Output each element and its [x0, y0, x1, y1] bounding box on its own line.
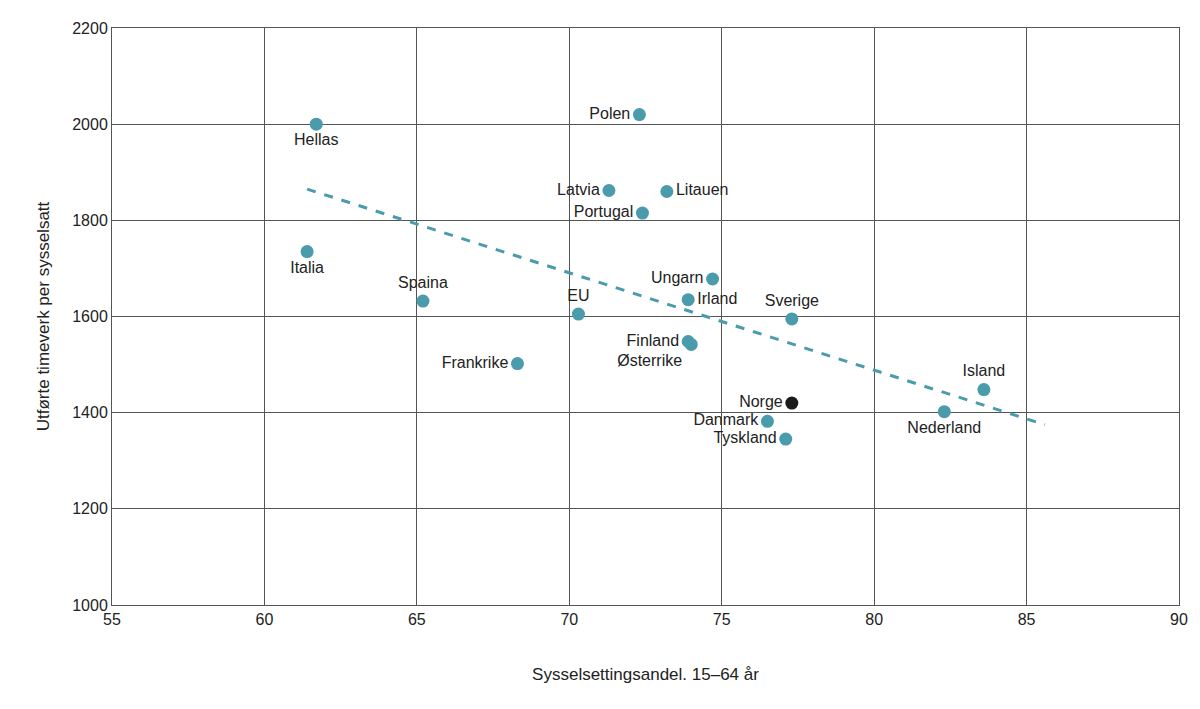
svg-text:Italia: Italia	[290, 259, 324, 276]
svg-text:2200: 2200	[72, 20, 108, 37]
svg-text:55: 55	[103, 611, 121, 628]
svg-text:1600: 1600	[72, 308, 108, 325]
svg-text:Østerrike: Østerrike	[617, 352, 682, 369]
svg-text:Sysselsettingsandel. 15–64 år: Sysselsettingsandel. 15–64 år	[532, 665, 759, 684]
svg-text:Ungarn: Ungarn	[651, 269, 703, 286]
svg-text:1400: 1400	[72, 404, 108, 421]
svg-text:Frankrike: Frankrike	[442, 354, 509, 371]
svg-text:90: 90	[1170, 611, 1188, 628]
svg-text:60: 60	[256, 611, 274, 628]
svg-text:1000: 1000	[72, 597, 108, 614]
svg-text:Norge: Norge	[739, 393, 783, 410]
svg-text:Nederland: Nederland	[907, 419, 981, 436]
svg-text:Spaina: Spaina	[398, 274, 448, 291]
svg-text:Utførte timeverk per sysselsat: Utførte timeverk per sysselsatt	[34, 201, 53, 431]
svg-text:Hellas: Hellas	[294, 131, 338, 148]
svg-text:EU: EU	[567, 287, 589, 304]
svg-text:Portugal: Portugal	[574, 203, 634, 220]
svg-text:75: 75	[713, 611, 731, 628]
svg-text:Finland: Finland	[627, 332, 679, 349]
svg-text:Tyskland: Tyskland	[713, 429, 776, 446]
svg-text:80: 80	[865, 611, 883, 628]
svg-text:65: 65	[408, 611, 426, 628]
svg-text:Island: Island	[963, 362, 1006, 379]
svg-text:Danmark: Danmark	[693, 411, 759, 428]
svg-text:Irland: Irland	[697, 290, 737, 307]
svg-text:Litauen: Litauen	[676, 181, 729, 198]
svg-text:1200: 1200	[72, 500, 108, 517]
svg-text:Latvia: Latvia	[557, 181, 600, 198]
svg-text:1800: 1800	[72, 212, 108, 229]
svg-text:2000: 2000	[72, 116, 108, 133]
svg-text:70: 70	[560, 611, 578, 628]
svg-text:Polen: Polen	[589, 105, 630, 122]
svg-text:Sverige: Sverige	[765, 292, 819, 309]
svg-text:85: 85	[1018, 611, 1036, 628]
